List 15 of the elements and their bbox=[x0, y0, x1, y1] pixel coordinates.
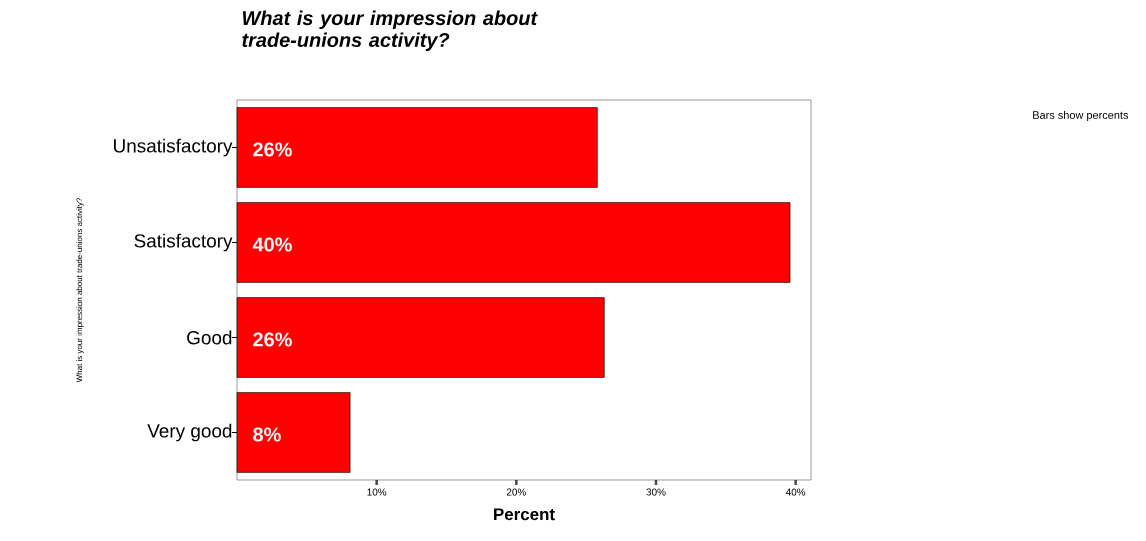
x-tick-label: 20% bbox=[506, 488, 526, 496]
chart-title: What is your impression about trade-unions activity? bbox=[242, 10, 538, 52]
y-tick-label: Satisfactory bbox=[134, 233, 233, 252]
data-label: 26% bbox=[253, 142, 292, 157]
x-tick-label: 40% bbox=[785, 488, 806, 496]
data-label: 26% bbox=[253, 332, 292, 347]
y-tick-label: Very good bbox=[147, 423, 232, 442]
x-axis-title: Percent bbox=[494, 508, 555, 521]
y-tick-label: Good bbox=[187, 330, 232, 345]
x-tick-label: 30% bbox=[646, 488, 666, 496]
text: Bars show percents bbox=[1033, 110, 1129, 122]
data-label: 40% bbox=[252, 237, 292, 252]
x-tick-label: 10% bbox=[367, 488, 387, 496]
data-label: 8% bbox=[253, 427, 281, 442]
y-tick-label: Unsatisfactory bbox=[114, 138, 233, 157]
